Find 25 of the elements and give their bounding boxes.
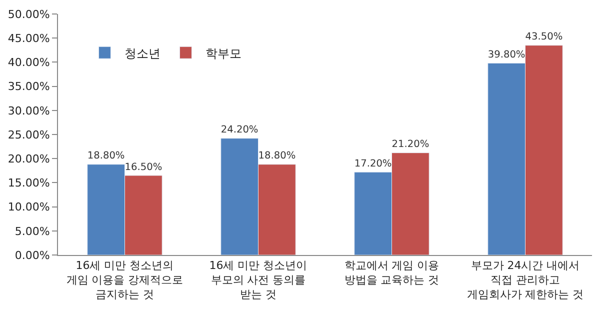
y-tick-label: 20.00% — [8, 152, 50, 166]
data-label: 18.80% — [87, 150, 125, 162]
legend-label: 학부모 — [206, 46, 242, 60]
legend-label: 청소년 — [124, 46, 161, 60]
x-tick-label: 16세 미만 청소년이 부모의 사전 동의를 받는 것 — [209, 259, 308, 301]
data-label: 16.50% — [124, 162, 162, 173]
data-label: 18.80% — [258, 150, 296, 162]
data-label: 43.50% — [525, 32, 563, 43]
y-tick-label: 50.00% — [8, 8, 50, 21]
data-label: 21.20% — [392, 139, 430, 150]
data-label: 39.80% — [488, 49, 526, 60]
x-tick-label: 부모가 24시간 내에서 직접 관리하고 게임회사가 제한하는 것 — [466, 259, 584, 301]
y-tick-label: 40.00% — [8, 56, 50, 70]
y-tick-label: 35.00% — [8, 80, 50, 94]
data-label: 17.20% — [354, 158, 392, 170]
data-label: 24.20% — [220, 124, 258, 136]
y-tick-label: 25.00% — [8, 128, 50, 142]
x-tick-label: 16세 미만 청소년의 게임 이용을 강제적으로 금지하는 것 — [66, 259, 184, 301]
y-tick-label: 0.00% — [14, 248, 50, 262]
x-tick-label: 학교에서 게임 이용 방법을 교육하는 것 — [344, 259, 440, 286]
y-tick-label: 30.00% — [8, 104, 50, 118]
y-tick-label: 10.00% — [8, 200, 50, 214]
y-tick-label: 15.00% — [8, 176, 50, 190]
y-tick-label: 5.00% — [14, 224, 50, 238]
y-tick-label: 45.00% — [8, 32, 50, 45]
